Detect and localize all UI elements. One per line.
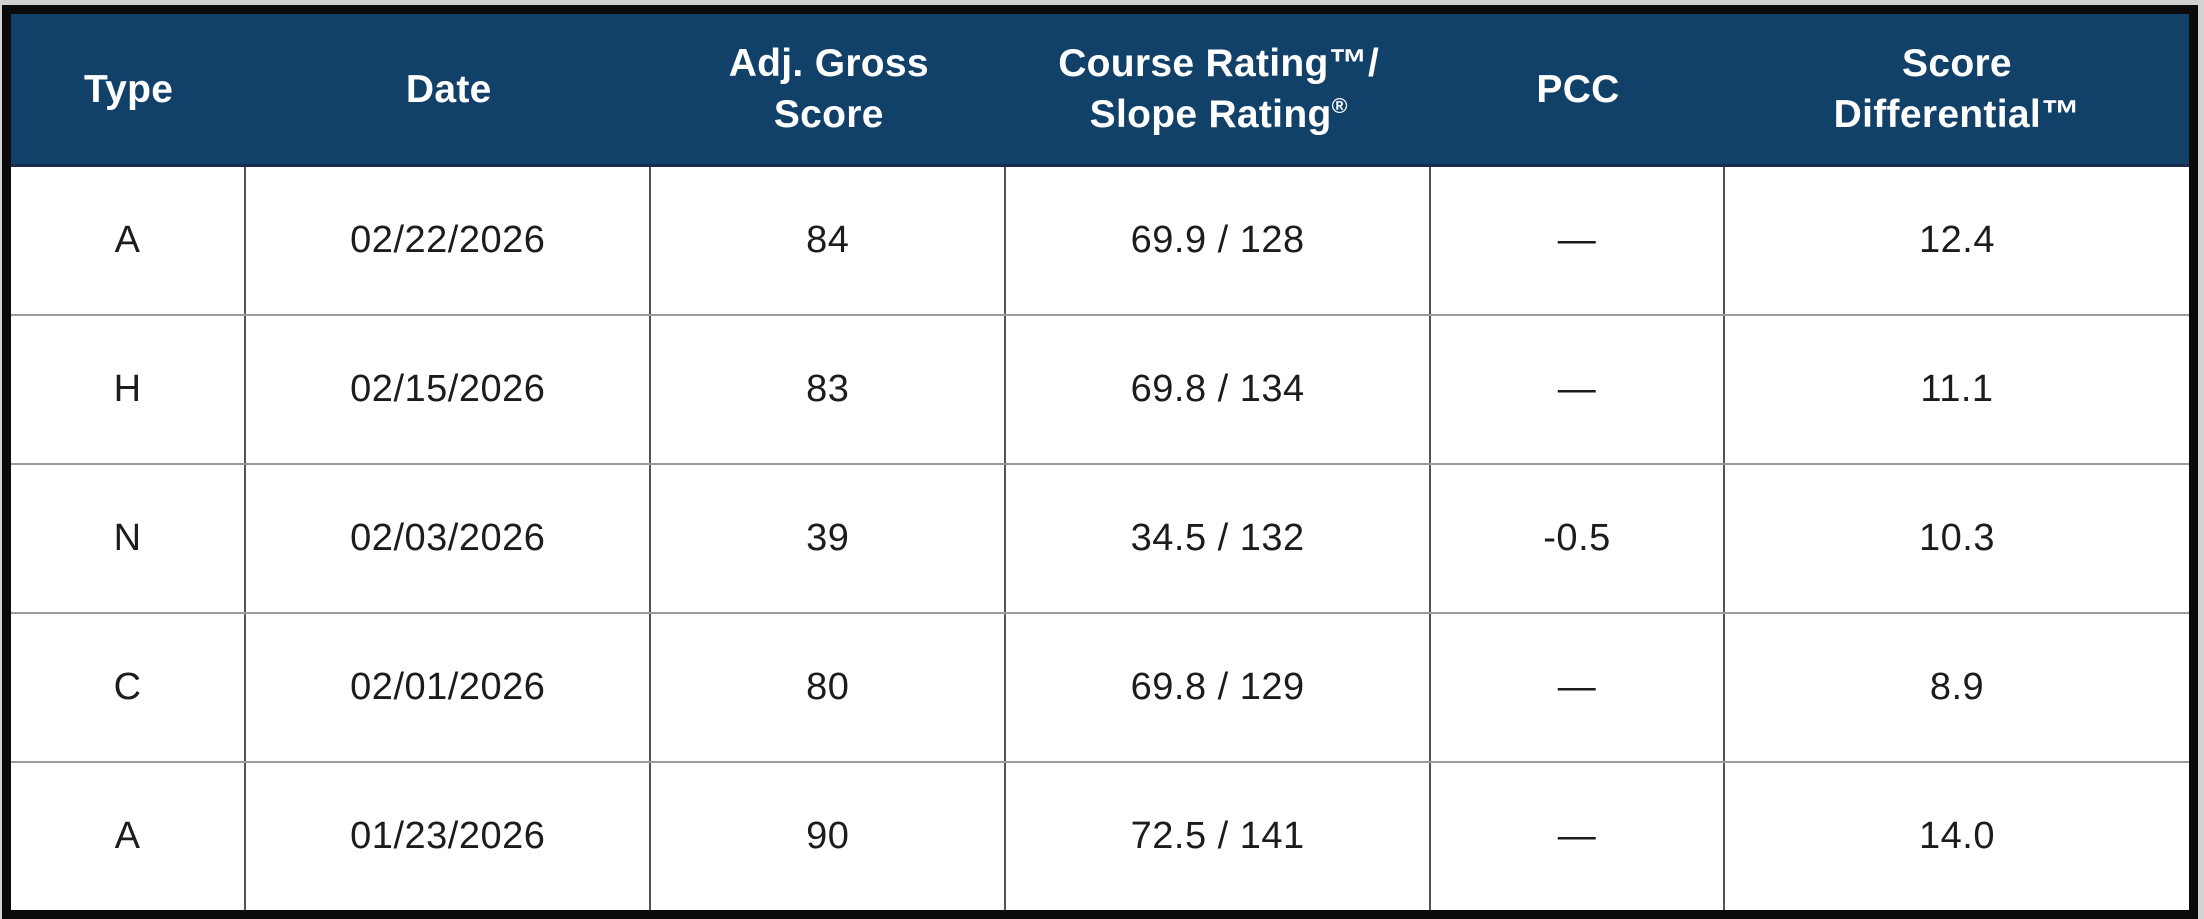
table-body: A 02/22/2026 84 69.9 / 128—12.4 H 02/15/2026 8…	[11, 167, 2189, 910]
column-header-text: Differential™	[1833, 93, 2081, 136]
table-row: N 02/03/2026 39 34.5 / 132 -0.5 10.3	[11, 463, 2189, 612]
column-header-type: Type	[11, 14, 246, 164]
cell-pcc: —	[1431, 167, 1726, 314]
cell-score-differential: 10.3	[1919, 517, 1995, 559]
cell-type: A	[11, 167, 247, 314]
cell-pcc: —	[1431, 614, 1726, 761]
table-row: A 02/22/2026 84 69.9 / 128— 12.4	[11, 167, 2189, 314]
registered-trademark-symbol: ®	[1331, 94, 1348, 118]
cell-type: H	[11, 316, 247, 463]
cell-course-slope-rating: 34.5 / 132	[1006, 465, 1432, 612]
cell-date: 02/22/2026	[246, 167, 652, 314]
table-header-row: Type Date Adj. Gross Score Course Rating™/ Sl…	[11, 14, 2189, 167]
cell-type: C	[11, 614, 247, 761]
table-row: H 02/15/2026 83 69.8 / 134— 11.1	[11, 314, 2189, 463]
column-header-text: Slope Rating®	[1089, 93, 1348, 136]
column-header-course-slope-rating: Course Rating™/ Slope Rating®	[1006, 14, 1431, 164]
table-row: C 02/01/2026 80 69.8 / 129— 8.9	[11, 612, 2189, 761]
cell-type: N	[11, 465, 247, 612]
cell-pcc: —	[1431, 316, 1726, 463]
cell-date: 02/03/2026	[246, 465, 652, 612]
column-header-text: PCC	[1536, 67, 1620, 111]
column-header-adj-gross-score: Adj. Gross Score	[651, 14, 1006, 164]
cell-score-differential: 11.1	[1920, 368, 1994, 410]
cell-score-differential: 12.4	[1919, 219, 1995, 261]
table-row: A 01/23/2026 90 72.5 / 141— 14.0	[11, 761, 2189, 910]
column-header-date: Date	[246, 14, 651, 164]
column-header-text: Type	[83, 67, 174, 111]
cell-adj-gross-score: 84	[651, 167, 1007, 314]
cell-date: 01/23/2026	[246, 763, 652, 910]
column-header-text: Score	[773, 93, 884, 136]
cell-adj-gross-score: 39	[651, 465, 1007, 612]
cell-date: 02/15/2026	[246, 316, 652, 463]
column-header-score-differential: Score Differential™	[1725, 14, 2189, 164]
cell-course-slope-rating: 69.9 / 128	[1006, 167, 1432, 314]
cell-course-slope-rating: 72.5 / 141	[1006, 763, 1432, 910]
cell-type: A	[11, 763, 247, 910]
column-header-pcc: PCC	[1431, 14, 1725, 164]
column-header-text: Adj. Gross	[728, 42, 929, 85]
column-header-text: Course Rating™/	[1058, 42, 1380, 85]
cell-adj-gross-score: 80	[651, 614, 1007, 761]
cell-course-slope-rating: 69.8 / 129	[1006, 614, 1432, 761]
cell-course-slope-rating: 69.8 / 134	[1006, 316, 1432, 463]
cell-score-differential: 14.0	[1919, 815, 1995, 857]
column-header-text: Date	[405, 67, 492, 111]
column-header-text: Score	[1902, 42, 2012, 85]
cell-adj-gross-score: 83	[651, 316, 1007, 463]
cell-pcc: —	[1431, 763, 1726, 910]
score-history-table: Type Date Adj. Gross Score Course Rating™/ Sl…	[2, 5, 2198, 919]
cell-pcc: -0.5	[1431, 465, 1726, 612]
cell-adj-gross-score: 90	[651, 763, 1007, 910]
cell-score-differential: 8.9	[1929, 666, 1985, 708]
cell-date: 02/01/2026	[246, 614, 652, 761]
